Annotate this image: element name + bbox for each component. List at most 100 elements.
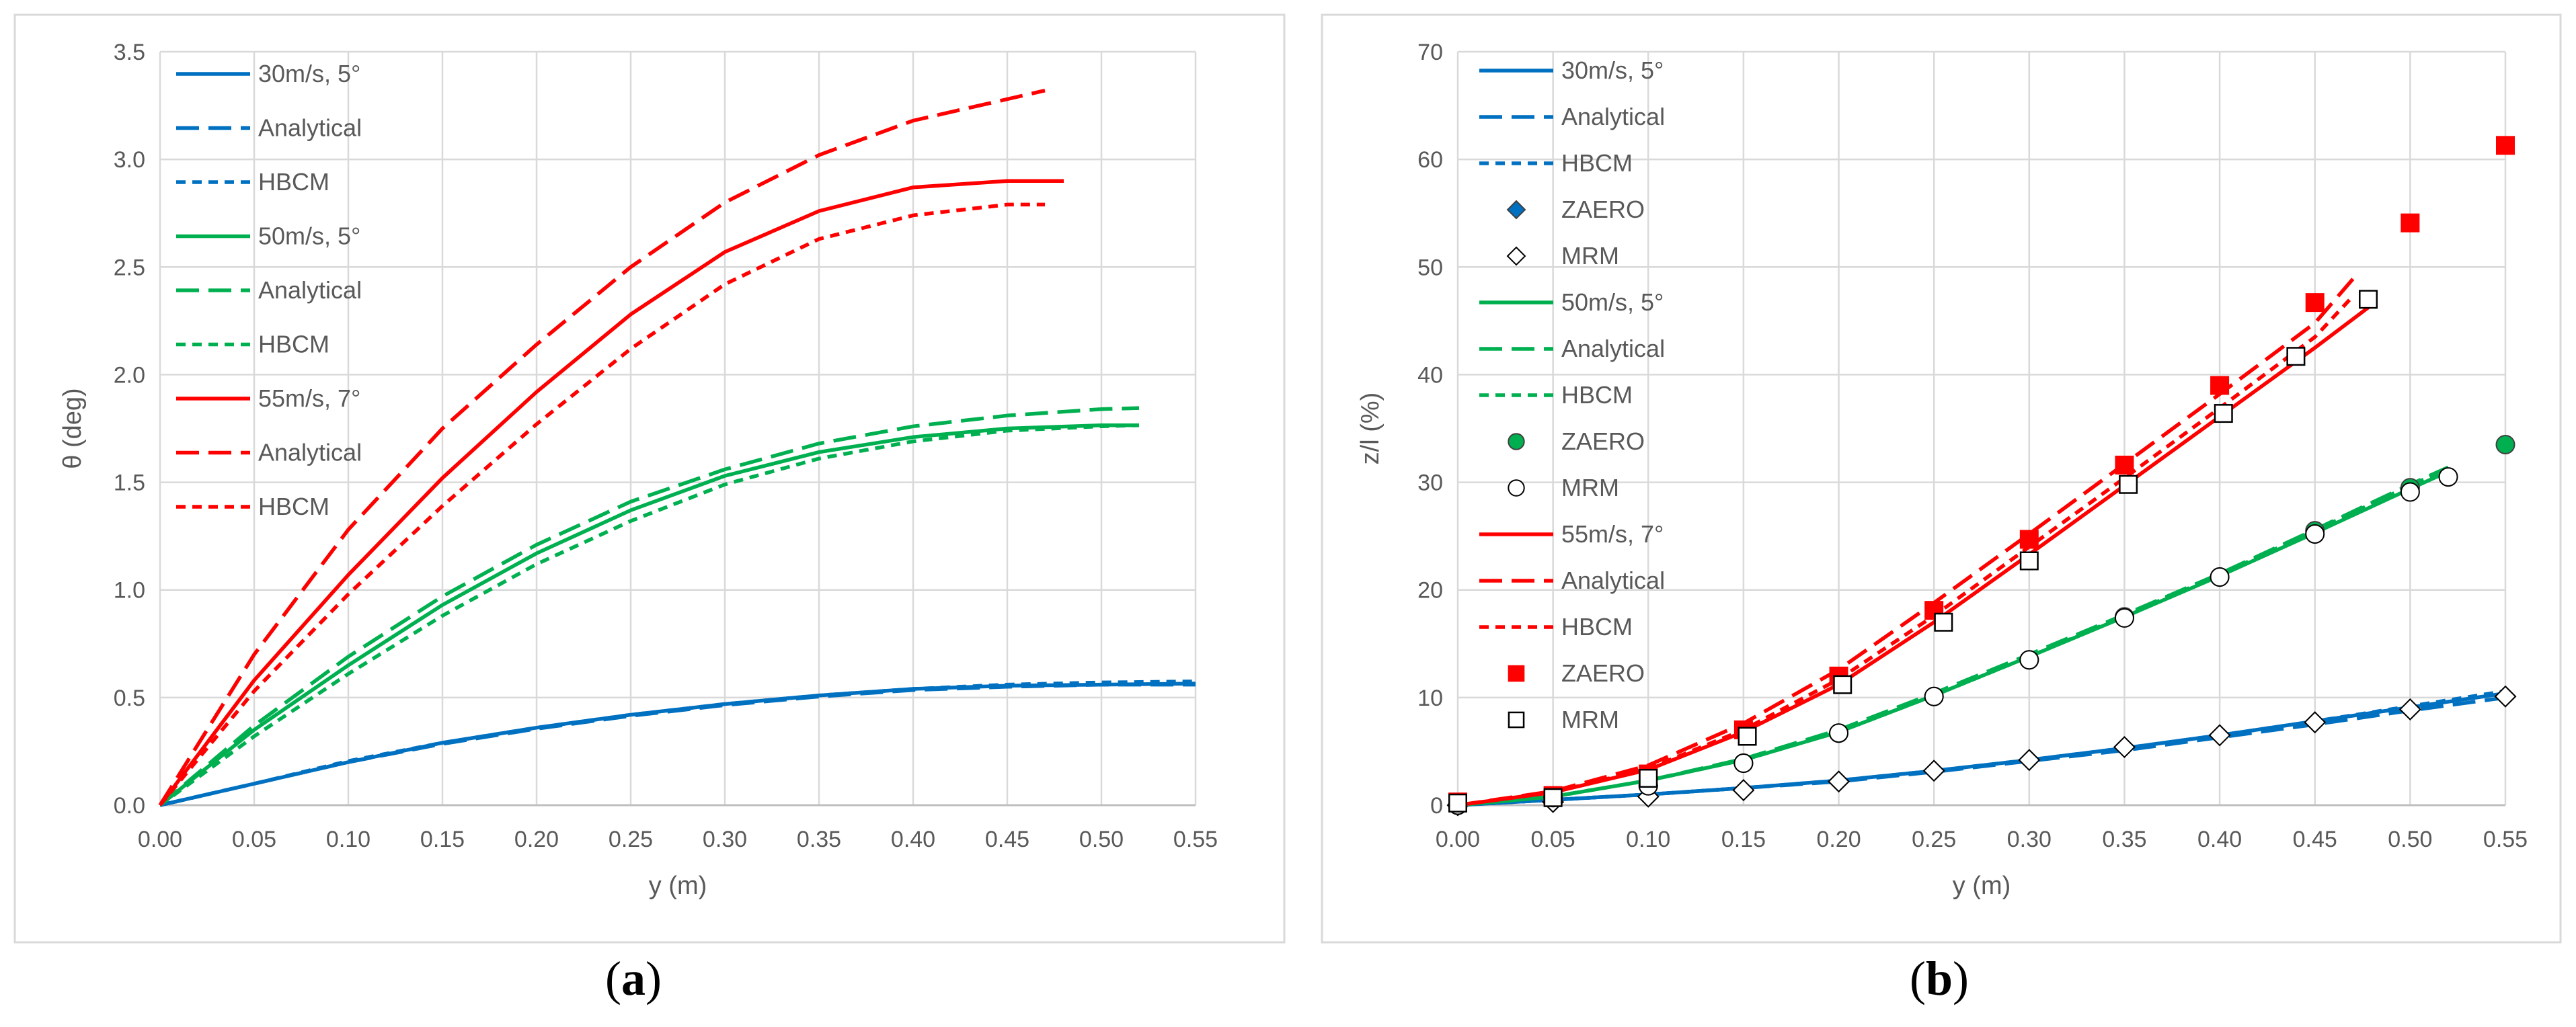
data-point	[2210, 376, 2230, 395]
x-tick-label: 0.50	[2388, 827, 2432, 852]
series-line	[159, 423, 1140, 807]
series-line	[1457, 303, 2374, 807]
legend-label: Analytical	[258, 114, 362, 142]
data-point	[1924, 686, 1944, 706]
data-point	[2019, 530, 2039, 549]
x-tick-label: 0.45	[985, 827, 1029, 852]
data-point	[2495, 435, 2515, 455]
data-point	[1733, 753, 1754, 774]
data-point	[1448, 793, 1467, 813]
legend-label: HBCM	[1561, 381, 1633, 409]
y-axis-title: z/l (%)	[1356, 393, 1384, 465]
y-tick-label: 3.5	[114, 40, 145, 65]
legend-label: HBCM	[1561, 149, 1633, 177]
data-point	[1833, 675, 1852, 694]
data-point	[2286, 347, 2306, 366]
series-line	[1457, 689, 2506, 807]
y-tick-label: 40	[1417, 362, 1443, 388]
y-tick-label: 50	[1417, 255, 1443, 280]
data-point	[1924, 601, 1944, 620]
panel-b-letter: b	[1925, 952, 1953, 1005]
legend-label: 55m/s, 7°	[258, 384, 360, 412]
data-point	[2114, 608, 2134, 628]
data-point	[1934, 612, 1953, 632]
data-point	[2494, 685, 2517, 708]
x-tick-label: 0.55	[2483, 827, 2528, 852]
x-tick-label: 0.20	[514, 827, 559, 852]
legend-label: 50m/s, 5°	[1561, 288, 1664, 316]
data-point	[2019, 650, 2039, 670]
data-point	[1829, 723, 1849, 743]
data-point	[2018, 749, 2041, 772]
y-tick-label: 20	[1417, 578, 1443, 604]
panel-a-label: (a)	[605, 951, 662, 1007]
legend-label: Analytical	[258, 439, 362, 466]
legend-label: Analytical	[1561, 567, 1665, 594]
legend-marker	[1508, 433, 1525, 450]
data-point	[2496, 136, 2515, 155]
x-tick-label: 0.35	[2102, 827, 2146, 852]
y-tick-label: 0.5	[114, 686, 145, 711]
chart-a: 0.0 0.5 1.0 1.5 2.0 2.5 3.0 3.5 0.00 0.05 0.10 0.15…	[58, 40, 1218, 900]
x-tick-label: 0.25	[1912, 827, 1956, 852]
y-tick-label: 60	[1417, 147, 1443, 173]
data-point	[2438, 467, 2458, 487]
panel-a-open: (	[605, 952, 621, 1005]
panel-b-frame	[1321, 13, 2562, 944]
data-point	[2305, 293, 2325, 313]
y-tick-label: 2.0	[114, 362, 145, 388]
legend-label: HBCM	[258, 493, 329, 520]
series-line	[159, 682, 1196, 807]
data-point	[1639, 768, 1658, 788]
panel-b-open: (	[1910, 952, 1926, 1005]
legend-marker	[1508, 711, 1525, 729]
panel-a-frame	[13, 13, 1286, 944]
data-point	[2398, 698, 2421, 721]
legend-label: ZAERO	[1561, 196, 1645, 223]
data-point	[2305, 524, 2325, 544]
panel-b-label: (b)	[1910, 951, 1969, 1007]
legend-label: MRM	[1561, 474, 1619, 501]
y-tick-label: 0.0	[114, 793, 145, 819]
data-point	[2113, 736, 2136, 758]
x-tick-label: 0.05	[1531, 827, 1575, 852]
y-tick-label: 1.0	[114, 578, 145, 604]
legend-label: 50m/s, 5°	[258, 222, 360, 250]
y-axis-title: θ (deg)	[58, 388, 87, 468]
x-tick-label: 0.40	[2197, 827, 2242, 852]
y-tick-label: 2.5	[114, 255, 145, 280]
data-point	[2400, 482, 2420, 502]
data-point	[2208, 724, 2231, 747]
legend-label: MRM	[1561, 242, 1619, 270]
y-tick-label: 70	[1417, 40, 1443, 65]
legend-label: ZAERO	[1561, 659, 1645, 687]
x-tick-label: 0.10	[326, 827, 370, 852]
x-tick-label: 0.50	[1079, 827, 1124, 852]
x-tick-label: 0.10	[1626, 827, 1670, 852]
series-line	[158, 179, 1064, 807]
x-tick-label: 0.00	[138, 827, 182, 852]
legend-label: HBCM	[1561, 613, 1633, 641]
series-line	[159, 680, 1196, 807]
x-tick-label: 0.30	[703, 827, 747, 852]
x-tick-label: 0.20	[1816, 827, 1861, 852]
x-tick-label: 0.55	[1173, 827, 1218, 852]
x-axis-title: y (m)	[1953, 872, 2011, 900]
legend-label: 30m/s, 5°	[1561, 56, 1664, 84]
data-point	[1738, 727, 1757, 746]
legend-label: HBCM	[258, 331, 329, 358]
data-point	[1922, 759, 1945, 782]
series-line	[159, 423, 1139, 807]
legend-marker	[1506, 246, 1526, 266]
data-point	[2115, 455, 2134, 475]
x-tick-label: 0.45	[2293, 827, 2337, 852]
data-point	[1732, 779, 1755, 801]
legend-label: Analytical	[1561, 103, 1665, 130]
data-point	[2119, 475, 2138, 494]
panel-b-close: )	[1953, 952, 1969, 1005]
y-tick-label: 0	[1430, 793, 1443, 819]
data-point	[2401, 213, 2420, 233]
panel-a-close: )	[645, 952, 662, 1005]
y-tick-label: 1.5	[114, 470, 145, 496]
